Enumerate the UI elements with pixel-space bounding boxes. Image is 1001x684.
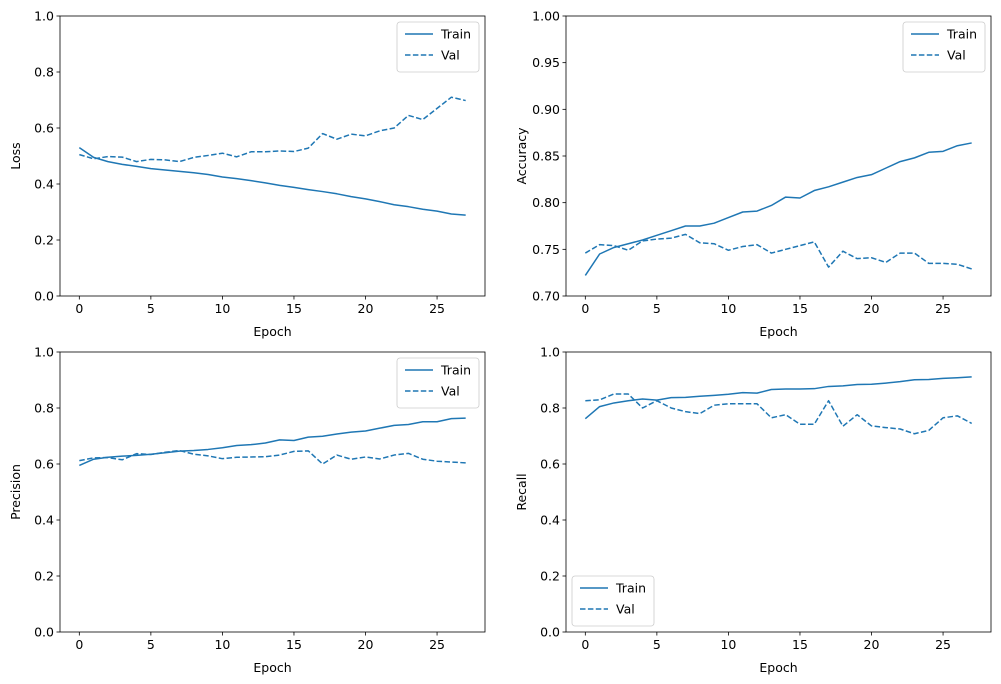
subplot-precision: 0 5 10 15 20 25 0.0 0.2 0.4 0.6 0.8 1.0 Epoch Precisi… <box>8 345 486 675</box>
legend-label-train: Train <box>946 27 977 42</box>
x-axis-label: Epoch <box>759 660 797 675</box>
y-tick-label: 0.6 <box>34 121 54 136</box>
y-tick-label: 0.6 <box>540 457 560 472</box>
y-tick-label: 0.8 <box>540 401 560 416</box>
y-tick-label: 0.2 <box>34 569 54 584</box>
series-line-train <box>78 146 466 216</box>
x-tick-label: 20 <box>864 637 880 652</box>
y-axis-label: Recall <box>514 473 529 510</box>
x-tick-label: 5 <box>653 301 661 316</box>
legend: Train Val <box>571 575 655 627</box>
x-tick-label: 25 <box>935 637 951 652</box>
y-tick-label: 1.0 <box>34 345 54 360</box>
series-line-val <box>585 393 973 435</box>
x-axis-label: Epoch <box>253 324 291 339</box>
x-tick-label: 25 <box>429 637 445 652</box>
y-tick-label: 0.8 <box>34 65 54 80</box>
x-tick-label: 0 <box>75 637 83 652</box>
x-tick-label: 0 <box>581 301 589 316</box>
legend-label-val: Val <box>616 602 635 617</box>
x-tick-label: 25 <box>935 301 951 316</box>
x-tick-label: 15 <box>286 637 302 652</box>
legend: Train Val <box>396 21 480 73</box>
x-tick-label: 10 <box>720 637 736 652</box>
legend: Train Val <box>902 21 986 73</box>
y-tick-label: 0.75 <box>532 242 560 257</box>
x-tick-label: 15 <box>792 301 808 316</box>
y-tick-label: 1.00 <box>532 9 560 24</box>
axes-frame <box>565 351 992 633</box>
x-tick-label: 0 <box>581 637 589 652</box>
x-axis-label: Epoch <box>759 324 797 339</box>
x-tick-label: 5 <box>147 637 155 652</box>
legend: Train Val <box>396 357 480 409</box>
y-tick-label: 0.6 <box>34 457 54 472</box>
subplot-accuracy: 0 5 10 15 20 25 0.70 0.75 0.80 0.85 0.90 0.95 1.00 Ep… <box>514 9 992 339</box>
x-tick-label: 15 <box>286 301 302 316</box>
x-tick-label: 10 <box>214 637 230 652</box>
x-tick-label: 10 <box>720 301 736 316</box>
y-tick-label: 1.0 <box>540 345 560 360</box>
y-axis-label: Precision <box>8 464 23 520</box>
legend-label-val: Val <box>441 48 460 63</box>
legend-label-val: Val <box>441 384 460 399</box>
series-line-train <box>79 417 466 467</box>
y-tick-label: 1.0 <box>34 9 54 24</box>
series-line-train <box>584 142 972 276</box>
x-tick-label: 5 <box>653 637 661 652</box>
x-tick-label: 15 <box>792 637 808 652</box>
series-line-val <box>584 233 972 270</box>
x-tick-label: 0 <box>75 301 83 316</box>
legend-label-train: Train <box>440 27 471 42</box>
x-tick-label: 10 <box>214 301 230 316</box>
y-tick-label: 0.2 <box>34 233 54 248</box>
y-tick-label: 0.0 <box>540 625 560 640</box>
legend-label-val: Val <box>947 48 966 63</box>
legend-label-train: Train <box>615 581 646 596</box>
y-tick-label: 0.85 <box>532 149 560 164</box>
x-axis-label: Epoch <box>253 660 291 675</box>
y-tick-label: 0.0 <box>34 289 54 304</box>
y-tick-label: 0.95 <box>532 55 560 70</box>
series-line-val <box>79 449 466 465</box>
series-line-val <box>79 96 466 163</box>
y-tick-label: 0.80 <box>532 195 560 210</box>
x-tick-label: 5 <box>147 301 155 316</box>
legend-label-train: Train <box>440 363 471 378</box>
axes-frame <box>59 15 486 297</box>
y-tick-label: 0.90 <box>532 102 560 117</box>
x-tick-label: 20 <box>358 301 374 316</box>
x-tick-label: 20 <box>864 301 880 316</box>
subplot-recall: 0 5 10 15 20 25 0.0 0.2 0.4 0.6 0.8 1.0 Epoch Recall T… <box>514 345 992 675</box>
x-tick-label: 20 <box>358 637 374 652</box>
y-tick-label: 0.0 <box>34 625 54 640</box>
y-tick-label: 0.2 <box>540 569 560 584</box>
subplot-loss: 0 5 10 15 20 25 0.0 0.2 0.4 0.6 0.8 1.0 Epoch Loss Tra… <box>8 9 486 339</box>
y-tick-label: 0.8 <box>34 401 54 416</box>
y-tick-label: 0.4 <box>540 513 560 528</box>
y-tick-label: 0.4 <box>34 513 54 528</box>
y-tick-label: 0.70 <box>532 289 560 304</box>
y-tick-label: 0.4 <box>34 177 54 192</box>
x-tick-label: 25 <box>429 301 445 316</box>
series-line-train <box>584 376 972 420</box>
y-axis-label: Loss <box>8 142 23 169</box>
y-axis-label: Accuracy <box>514 127 529 185</box>
axes-frame <box>59 351 486 633</box>
